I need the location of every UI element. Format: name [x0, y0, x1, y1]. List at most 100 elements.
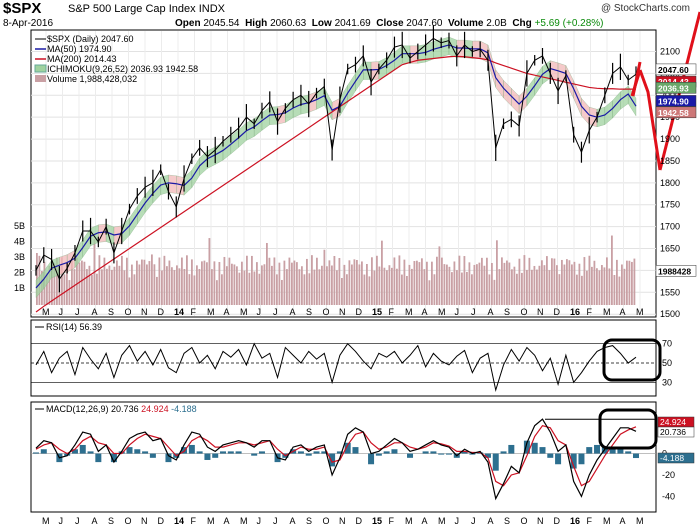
volume-bar: [568, 260, 571, 305]
month-label: A: [488, 307, 494, 317]
macd-histogram-bar: [212, 453, 219, 458]
volume-bar: [283, 260, 286, 305]
volume-bar: [133, 274, 136, 305]
volume-bar: [251, 255, 253, 305]
volume-bar: [386, 270, 388, 305]
price-tick-label: 1750: [660, 200, 680, 210]
volume-bar: [203, 260, 206, 305]
price-segment: [66, 252, 76, 269]
macd-histogram-bar: [329, 453, 336, 467]
close-label: Close: [376, 18, 404, 29]
high-value: 2060.63: [270, 18, 307, 29]
volume-bar: [601, 265, 603, 305]
price-segment: [355, 55, 364, 65]
price-segment: [261, 101, 271, 111]
volume-bar: [183, 269, 186, 305]
volume-bar: [83, 261, 86, 305]
volume-bar: [398, 255, 401, 305]
volume-bar: [303, 274, 306, 305]
volume-bar: [401, 274, 403, 305]
rsi-legend: RSI(14) 56.39: [35, 322, 102, 332]
volume-bar: [138, 264, 141, 305]
volume-bar: [258, 273, 261, 305]
rsi-tick-label: 50: [662, 358, 672, 368]
volume-bar: [556, 265, 558, 305]
price-segment: [409, 51, 419, 59]
month-label: 14: [174, 516, 184, 526]
volume-bar: [101, 269, 103, 305]
price-segment: [479, 49, 489, 61]
volume-bar: [551, 258, 553, 305]
price-axis: 1500155016001650170017501800185019001950…: [655, 47, 697, 319]
volume-bar: [341, 277, 343, 305]
volume-bar: [106, 268, 108, 305]
price-segment: [35, 254, 45, 271]
volume-bar: [471, 274, 473, 305]
volume-bar: [433, 274, 436, 305]
annotation-stroke: [638, 69, 662, 171]
volume-bar: [586, 270, 588, 305]
watermark: @ StockCharts.com: [600, 3, 690, 14]
price-segment: [604, 73, 614, 96]
month-label: J: [75, 307, 80, 317]
month-label: 16: [570, 307, 580, 317]
volume-bar: [166, 266, 168, 305]
volume-bar: [226, 266, 228, 305]
volume-bar: [521, 272, 523, 305]
volume-bar: [288, 257, 291, 305]
volume-bar: [463, 256, 466, 305]
month-label: N: [537, 307, 544, 317]
macd-tick-label: -20: [662, 470, 675, 480]
volume-bar: [91, 274, 93, 305]
volume-bar: [456, 270, 458, 305]
volume-bar: [371, 257, 373, 305]
volume-bar: [553, 258, 556, 305]
price-segment: [331, 99, 341, 151]
volume-bar: [213, 261, 216, 305]
volume-bar: [441, 257, 443, 305]
volume-bar: [161, 270, 163, 305]
volume-bar: [513, 266, 516, 305]
volume-bar: [151, 254, 153, 305]
volume-bar: [593, 260, 596, 305]
volume-bar: [316, 257, 318, 305]
volume-tick-label: 4B: [14, 237, 25, 247]
volume-bar: [518, 258, 521, 305]
month-label: N: [141, 516, 148, 526]
volume-bar: [78, 262, 81, 305]
volume-bar: [498, 269, 501, 305]
macd-histogram-bar: [500, 451, 507, 454]
volume-bar: [236, 266, 238, 305]
macd-histogram-bar: [430, 451, 437, 454]
ma200-line: [35, 55, 636, 313]
volume-bar: [328, 260, 331, 305]
volume-bar: [261, 265, 263, 305]
macd-histogram-bar: [352, 447, 359, 454]
volume-bar: [116, 260, 118, 305]
macd-highlight-box: [598, 408, 658, 450]
price-segment: [168, 191, 177, 208]
ohlc-readout: Open 2045.54 High 2060.63 Low 2041.69 Cl…: [175, 18, 604, 29]
volume-bar: [431, 261, 433, 305]
volume-bar: [331, 265, 333, 305]
volume-bar: [96, 273, 98, 305]
month-label: J: [273, 307, 278, 317]
volume-bar: [228, 257, 231, 305]
macd-histogram-bar: [134, 449, 141, 454]
volume-bar: [606, 257, 608, 305]
volume-bar: [448, 266, 451, 305]
volume-bar: [276, 274, 278, 305]
price-segment: [456, 44, 465, 57]
month-label: N: [339, 307, 346, 317]
volume-bar: [298, 269, 301, 305]
macd-tick-label: -40: [662, 491, 675, 501]
price-segment: [207, 149, 216, 157]
month-label: D: [554, 307, 561, 317]
price-value-label-bg: [655, 95, 697, 107]
volume-bar: [296, 262, 298, 305]
macd-histogram-bar: [633, 453, 639, 459]
month-label: J: [59, 307, 64, 317]
price-value-label: 2036.93: [658, 83, 689, 93]
macd-histogram-bar: [508, 444, 515, 454]
svg-text:MACD(12,26,9) 20.736 24.924 -4: MACD(12,26,9) 20.736 24.924 -4.188: [46, 404, 197, 414]
